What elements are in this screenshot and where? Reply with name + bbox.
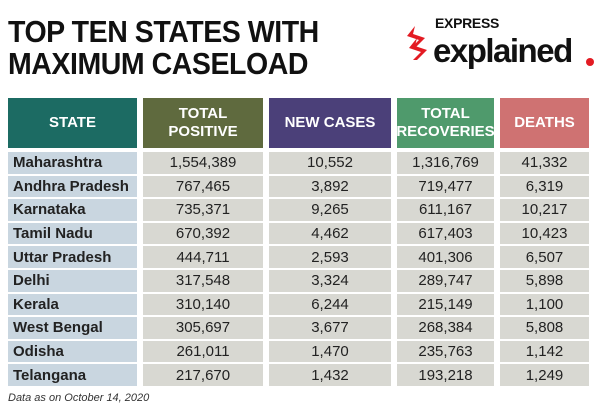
header-deaths: DEATHS (500, 98, 589, 148)
cell-deaths: 1,100 (500, 293, 589, 316)
cell-total-recoveries: 611,167 (397, 199, 494, 221)
cell-total-positive: 310,140 (143, 293, 263, 316)
title-line-1: TOP TEN STATES WITH (8, 14, 319, 49)
cell-new-cases: 3,677 (269, 317, 391, 339)
cell-new-cases: 9,265 (269, 199, 391, 221)
data-date-note: Data as on October 14, 2020 (8, 392, 150, 404)
cell-total-recoveries: 235,763 (397, 340, 494, 363)
header-new-cases: NEW CASES (269, 98, 391, 148)
cell-total-positive: 305,697 (143, 317, 263, 339)
cell-total-positive: 217,670 (143, 364, 263, 386)
cell-state: Uttar Pradesh (8, 246, 137, 268)
cell-state: Kerala (8, 293, 137, 316)
cell-deaths: 1,142 (500, 340, 589, 363)
page-title: TOP TEN STATES WITH MAXIMUM CASELOAD (8, 16, 319, 80)
logo-dot (586, 58, 594, 66)
cell-state: Karnataka (8, 199, 137, 221)
cell-deaths: 6,507 (500, 246, 589, 268)
cell-total-positive: 670,392 (143, 222, 263, 245)
cell-total-recoveries: 215,149 (397, 293, 494, 316)
cell-total-recoveries: 289,747 (397, 269, 494, 292)
cell-deaths: 5,808 (500, 317, 589, 339)
cell-new-cases: 1,470 (269, 340, 391, 363)
cell-deaths: 10,423 (500, 222, 589, 245)
logo-express-text: EXPRESS (435, 15, 500, 31)
cell-deaths: 5,898 (500, 269, 589, 292)
cell-new-cases: 4,462 (269, 222, 391, 245)
cell-new-cases: 1,432 (269, 364, 391, 386)
cell-total-positive: 261,011 (143, 340, 263, 363)
cell-total-positive: 767,465 (143, 175, 263, 198)
express-flame-icon (407, 26, 427, 60)
header-total-positive: TOTAL POSITIVE (143, 98, 263, 148)
cell-state: Odisha (8, 340, 137, 363)
cell-total-recoveries: 268,384 (397, 317, 494, 339)
cell-new-cases: 10,552 (269, 152, 391, 174)
cell-deaths: 6,319 (500, 175, 589, 198)
header-state: STATE (8, 98, 137, 148)
cell-total-positive: 735,371 (143, 199, 263, 221)
cell-new-cases: 2,593 (269, 246, 391, 268)
cell-state: Telangana (8, 364, 137, 386)
cell-total-recoveries: 617,403 (397, 222, 494, 245)
cell-deaths: 41,332 (500, 152, 589, 174)
logo-explained-text: explained (433, 32, 573, 69)
cell-new-cases: 6,244 (269, 293, 391, 316)
cell-total-positive: 317,548 (143, 269, 263, 292)
cell-state: Andhra Pradesh (8, 175, 137, 198)
cell-total-recoveries: 401,306 (397, 246, 494, 268)
cell-total-positive: 1,554,389 (143, 152, 263, 174)
cell-state: West Bengal (8, 317, 137, 339)
cell-total-recoveries: 193,218 (397, 364, 494, 386)
cell-total-recoveries: 719,477 (397, 175, 494, 198)
cell-deaths: 1,249 (500, 364, 589, 386)
cell-new-cases: 3,892 (269, 175, 391, 198)
cell-new-cases: 3,324 (269, 269, 391, 292)
cell-deaths: 10,217 (500, 199, 589, 221)
title-line-2: MAXIMUM CASELOAD (8, 46, 309, 81)
cell-total-recoveries: 1,316,769 (397, 152, 494, 174)
cell-state: Tamil Nadu (8, 222, 137, 245)
cell-state: Maharashtra (8, 152, 137, 174)
caseload-table: STATE TOTAL POSITIVE NEW CASES TOTAL RECOVE… (8, 98, 589, 386)
header-total-recoveries: TOTAL RECOVERIES (396, 98, 495, 148)
cell-total-positive: 444,711 (143, 246, 263, 268)
cell-state: Delhi (8, 269, 137, 292)
express-explained-logo: EXPRESS explained (405, 16, 595, 72)
